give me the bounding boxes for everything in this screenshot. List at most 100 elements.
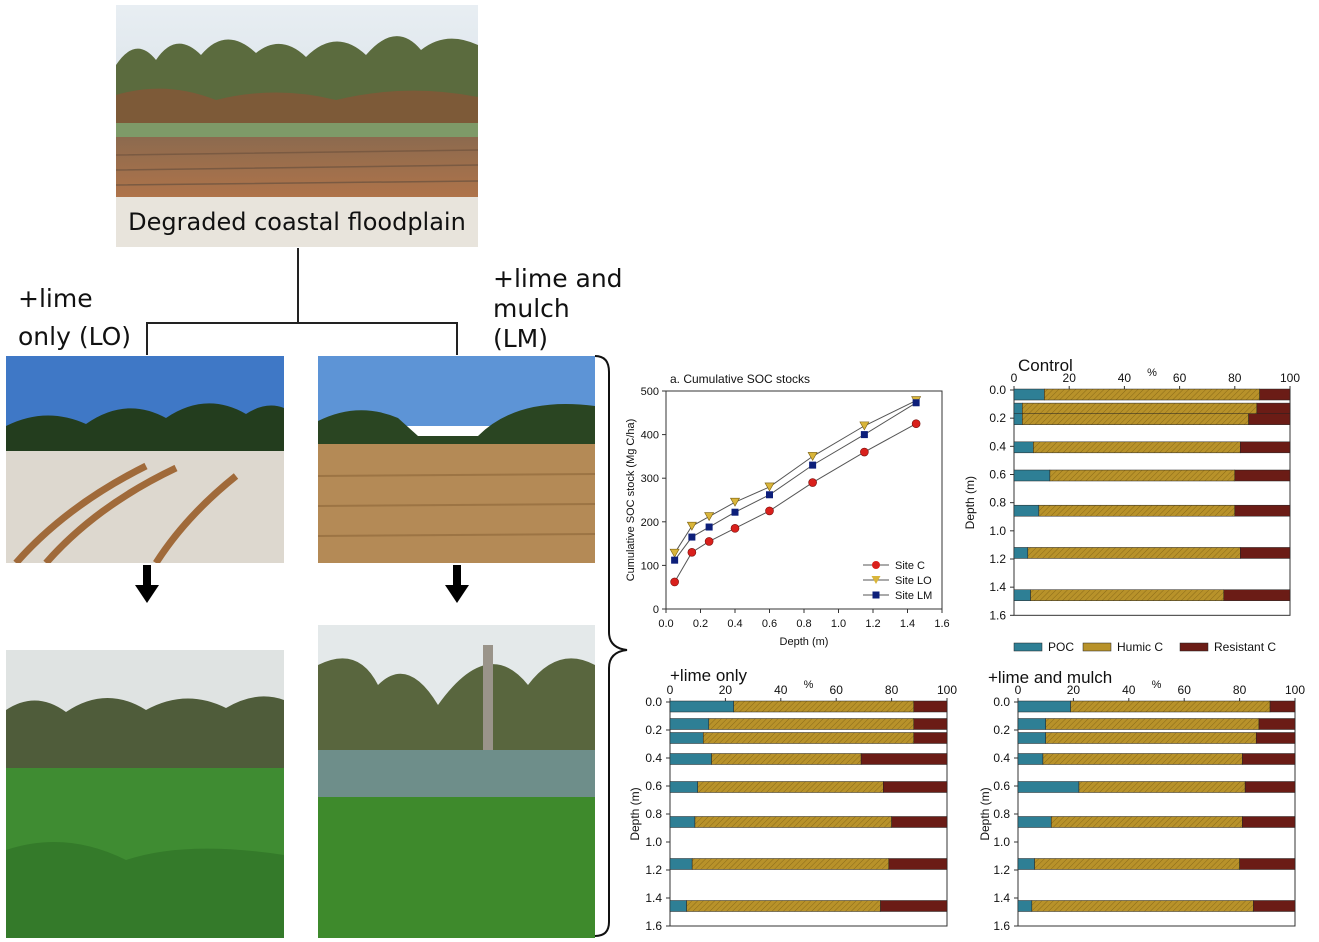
legend-marker [872,591,880,599]
connector-left-drop [146,322,148,355]
lime-mulch-after-photo [318,625,595,938]
bar-resistant-c [880,900,948,912]
x-axis-label: Depth (m) [780,636,829,648]
y-tick-label: 1.2 [989,552,1006,566]
point-site-c [808,478,817,487]
x-tick-label: 0 [1011,371,1018,385]
bar-resistant-c [1242,816,1296,828]
bar-humic-c [1050,816,1243,828]
connector-vertical [297,248,299,323]
bar-humic-c [1027,547,1241,559]
y-tick-label: 0.4 [993,751,1010,765]
bar-resistant-c [888,858,948,870]
bar-humic-c [711,753,862,765]
y-tick-label: 500 [641,386,659,398]
point-site-lo [859,421,870,431]
bar-humic-c [708,718,915,730]
lime-only-label: +lime only (LO) [18,284,131,352]
chart-title: Control [1018,356,1073,375]
bar-resistant-c [883,781,948,793]
lime-only-line-1: +lime [18,284,93,313]
point-site-lm [912,399,920,407]
bar-poc [669,816,696,828]
x-tick-label: 100 [937,683,957,697]
bar-resistant-c [913,732,948,744]
bar-humic-c [691,858,890,870]
bar-humic-c [1049,469,1236,482]
bar-poc [1017,900,1033,912]
x-tick-label: 0.0 [658,618,673,630]
y-tick-label: 0.8 [645,807,662,821]
x-tick-label: 60 [830,683,844,697]
bar-poc [1013,469,1051,482]
x-tick-label: 0 [1015,683,1022,697]
legend-label: Site LO [895,575,932,587]
point-site-lm [766,491,773,499]
x-tick-label: 0.4 [727,618,742,630]
degraded-caption: Degraded coastal floodplain [116,197,478,247]
degraded-floodplain-photo [116,5,478,199]
y-axis-label: Depth (m) [963,476,977,529]
lime-mulch-line-1: +lime and [493,264,623,293]
x-tick-label: 80 [885,683,899,697]
x-tick-label: 40 [1122,683,1136,697]
bar-resistant-c [913,700,948,713]
x-tick-label: 1.0 [831,618,846,630]
x-tick-label: 0 [667,683,674,697]
bar-humic-c [1034,858,1240,870]
point-site-lo [686,521,697,531]
bar-resistant-c [1248,413,1291,425]
bar-humic-c [1078,781,1246,793]
bar-resistant-c [1234,469,1291,482]
bar-humic-c [1045,718,1260,730]
bar-poc [1013,441,1034,454]
bar-humic-c [1038,504,1236,517]
chart-title: +lime and mulch [988,668,1112,687]
bar-poc [1017,718,1046,730]
cumulative-soc-chart: a. Cumulative SOC stocks 0.0 0.2 0.4 0.6 0.8 1… [625,372,950,648]
x-tick-label: 60 [1178,683,1192,697]
series-line [674,423,917,583]
point-site-c [704,537,714,546]
bar-resistant-c [1269,700,1296,713]
bar-resistant-c [891,816,948,828]
fraction-legend: POC Humic C Resistant C [1013,640,1276,654]
bar-humic-c [1030,589,1225,601]
bar-poc [669,900,687,912]
point-site-lm [688,533,696,541]
bar-humic-c [1031,900,1254,912]
lime-only-after-photo [6,650,284,938]
bar-humic-c [697,781,884,793]
bar-resistant-c [1255,732,1296,744]
bar-poc [1017,858,1035,870]
bar-resistant-c [1244,781,1296,793]
y-tick-label: 0.2 [993,723,1010,737]
y-tick-label: 0 [653,604,659,616]
point-site-lo [764,482,775,492]
y-tick-label: 1.0 [989,524,1006,538]
bar-humic-c [686,900,881,912]
y-axis-label: Depth (m) [978,787,992,840]
bar-resistant-c [1242,753,1296,765]
series-line [674,402,917,561]
point-site-lo [807,452,818,462]
point-site-c [730,524,740,533]
lime-mulch-line-2: mulch [493,294,570,323]
x-tick-label: 80 [1233,683,1247,697]
y-tick-label: 0.4 [989,439,1006,453]
y-tick-label: 100 [641,560,659,572]
legend-marker [871,576,881,584]
x-tick-label: 80 [1228,371,1242,385]
y-tick-label: 0.0 [989,383,1006,397]
point-site-c [670,577,679,587]
y-tick-label: 0.8 [989,496,1006,510]
y-tick-label: 0.6 [645,779,662,793]
bar-resistant-c [1223,589,1291,601]
bar-resistant-c [1259,388,1291,401]
bar-poc [669,718,710,730]
bar-poc [1013,547,1029,559]
x-tick-label: 20 [1063,371,1077,385]
y-tick-label: 0.0 [645,695,662,709]
